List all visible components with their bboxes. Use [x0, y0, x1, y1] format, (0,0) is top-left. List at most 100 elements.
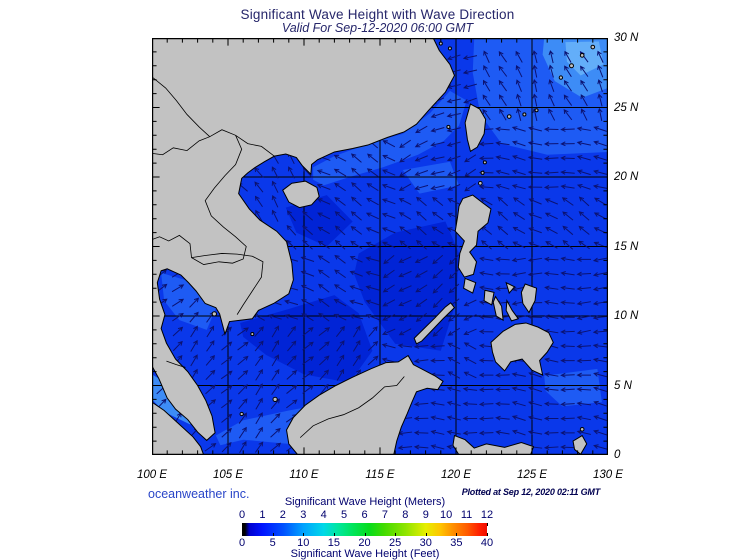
small-island — [478, 181, 482, 185]
feet-tick: 15 — [327, 537, 340, 549]
meters-tick: 1 — [259, 509, 266, 521]
lon-tick-label: 115 E — [365, 469, 395, 481]
small-island — [273, 397, 277, 401]
lat-tick-label: 0 — [614, 449, 621, 461]
colorbar-tick-mark — [487, 533, 488, 536]
small-island — [580, 427, 584, 431]
landmass-panay — [484, 290, 494, 305]
meters-tick: 9 — [422, 509, 429, 521]
wave-height-region — [402, 161, 460, 194]
meters-tick: 2 — [279, 509, 286, 521]
meters-tick: 10 — [440, 509, 453, 521]
feet-tick: 30 — [419, 537, 432, 549]
small-island — [448, 47, 451, 50]
meters-tick: 3 — [300, 509, 307, 521]
legend-title-feet: Significant Wave Height (Feet) — [290, 548, 440, 560]
meters-tick: 7 — [381, 509, 388, 521]
country-border — [166, 361, 185, 367]
meters-tick: 11 — [460, 509, 473, 521]
lon-tick-label: 130 E — [592, 469, 624, 481]
oceanweather-credit: oceanweather inc. — [148, 487, 250, 501]
landmass-masbate — [506, 283, 514, 293]
small-island — [591, 45, 595, 49]
small-island — [523, 113, 526, 116]
small-island — [507, 115, 511, 119]
colorbar-tick-mark — [487, 523, 488, 526]
degree-tick-marks — [152, 38, 608, 455]
small-island — [535, 109, 538, 112]
wave-height-region — [565, 41, 604, 76]
feet-tick: 5 — [269, 537, 276, 549]
legend-title-meters: Significant Wave Height (Meters) — [284, 496, 446, 508]
colorbar-tick-mark — [242, 533, 243, 536]
lon-tick-label: 105 E — [212, 469, 244, 481]
feet-tick: 10 — [297, 537, 310, 549]
landmass-taiwan — [465, 104, 486, 151]
wave-direction-arrows — [156, 51, 607, 453]
landmass-borneo — [287, 356, 444, 455]
colorbar-tick-mark — [333, 533, 335, 536]
small-island — [559, 76, 562, 79]
country-border — [152, 135, 246, 264]
lat-tick-label: 10 N — [614, 310, 639, 322]
south-china-sea-map — [152, 38, 608, 455]
landmass-mindoro — [464, 278, 476, 293]
landmass-sumatra — [152, 402, 204, 455]
meters-tick: 6 — [361, 509, 368, 521]
plotted-timestamp: Plotted at Sep 12, 2020 02:11 GMT — [461, 487, 600, 497]
landmass-halmahera — [573, 436, 587, 455]
landmass-luzon — [455, 195, 491, 277]
colorbar-tick-mark — [272, 533, 274, 536]
meters-tick: 4 — [320, 509, 327, 521]
country-border — [192, 253, 263, 314]
page-title: Significant Wave Height with Wave Direct… — [240, 7, 515, 22]
feet-tick: 25 — [389, 537, 402, 549]
wave-height-region — [544, 368, 602, 407]
meters-tick: 0 — [238, 509, 246, 521]
small-island — [240, 412, 243, 415]
lat-tick-label: 30 N — [614, 32, 639, 44]
colorbar-tick-mark — [364, 533, 366, 536]
landmass-samar — [521, 284, 536, 312]
meters-tick: 5 — [341, 509, 348, 521]
lat-tick-label: 5 N — [614, 379, 632, 392]
small-island — [570, 64, 574, 68]
small-island — [212, 312, 216, 316]
wave-height-colorbar — [242, 523, 487, 536]
landmass-cebu — [506, 301, 518, 321]
lat-tick-label: 20 N — [614, 171, 639, 183]
lon-tick-label: 110 E — [289, 469, 319, 481]
colorbar-tick-mark — [303, 533, 305, 536]
lon-tick-label: 100 E — [136, 469, 168, 481]
lon-tick-label: 125 E — [516, 469, 548, 481]
colorbar-tick-mark — [395, 533, 397, 536]
small-island — [447, 125, 450, 128]
country-border — [152, 77, 210, 137]
landmass-hainan — [283, 181, 319, 207]
small-island — [481, 171, 484, 174]
landmass-sulawesi — [453, 436, 534, 455]
lon-tick-label: 120 E — [440, 469, 472, 481]
landmass-mainland — [152, 38, 454, 440]
feet-tick: 20 — [358, 537, 371, 549]
valid-time-subtitle: Valid For Sep-12-2020 06:00 GMT — [281, 21, 474, 35]
country-border — [300, 376, 404, 437]
colorbar-tick-mark — [425, 533, 427, 536]
landmass-palawan — [414, 303, 454, 344]
small-island — [580, 54, 584, 58]
wave-height-region — [285, 195, 353, 247]
colorbar-tick-mark — [456, 533, 458, 536]
small-island — [251, 333, 254, 336]
wave-height-region — [313, 90, 467, 186]
meters-tick: 12 — [480, 509, 494, 521]
map-canvas — [152, 38, 608, 455]
feet-tick: 40 — [480, 537, 494, 549]
lat-tick-label: 15 N — [614, 240, 639, 253]
landmass-mindanao — [491, 323, 553, 375]
small-island — [483, 161, 486, 164]
landmass-negros — [493, 297, 503, 321]
feet-tick: 0 — [238, 537, 246, 549]
lat-tick-label: 25 N — [614, 101, 639, 114]
meters-tick: 8 — [402, 509, 409, 521]
